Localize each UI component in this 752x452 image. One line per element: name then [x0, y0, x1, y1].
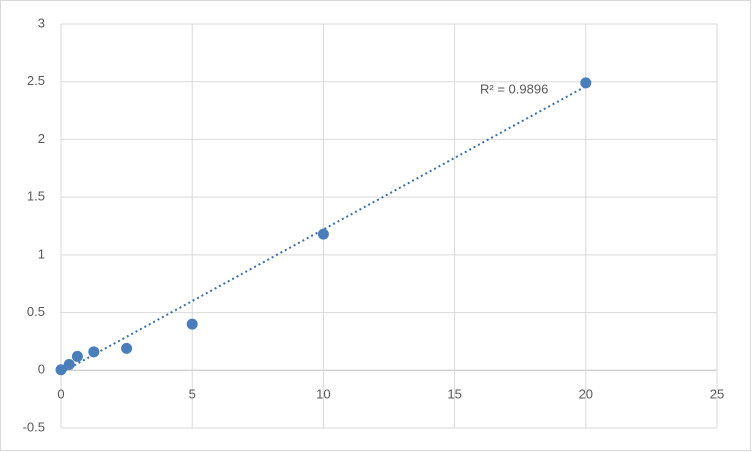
x-tick-label: 15 [447, 387, 461, 402]
point [71, 350, 83, 362]
x-tick-label: 25 [710, 387, 724, 402]
point [317, 228, 329, 240]
y-tick-label: 3 [38, 15, 45, 30]
y-tick-label: 1 [38, 246, 45, 261]
point [55, 364, 67, 376]
x-tick-label: 20 [579, 387, 593, 402]
y-tick-label: 0 [38, 362, 45, 377]
x-tick-label: 5 [189, 387, 196, 402]
point [121, 342, 133, 354]
x-tick-label: 10 [316, 387, 330, 402]
y-tick-label: -0.5 [23, 419, 45, 434]
y-tick-label: 2.5 [27, 73, 45, 88]
y-tick-label: 0.5 [27, 304, 45, 319]
y-tick-label: 2 [38, 131, 45, 146]
x-tick-label: 0 [57, 387, 64, 402]
y-tick-label: 1.5 [27, 189, 45, 204]
point [580, 77, 592, 89]
point [88, 346, 100, 358]
point [186, 318, 198, 330]
point [63, 359, 75, 371]
trendline-annotation: R² = 0.9896 [480, 81, 548, 96]
